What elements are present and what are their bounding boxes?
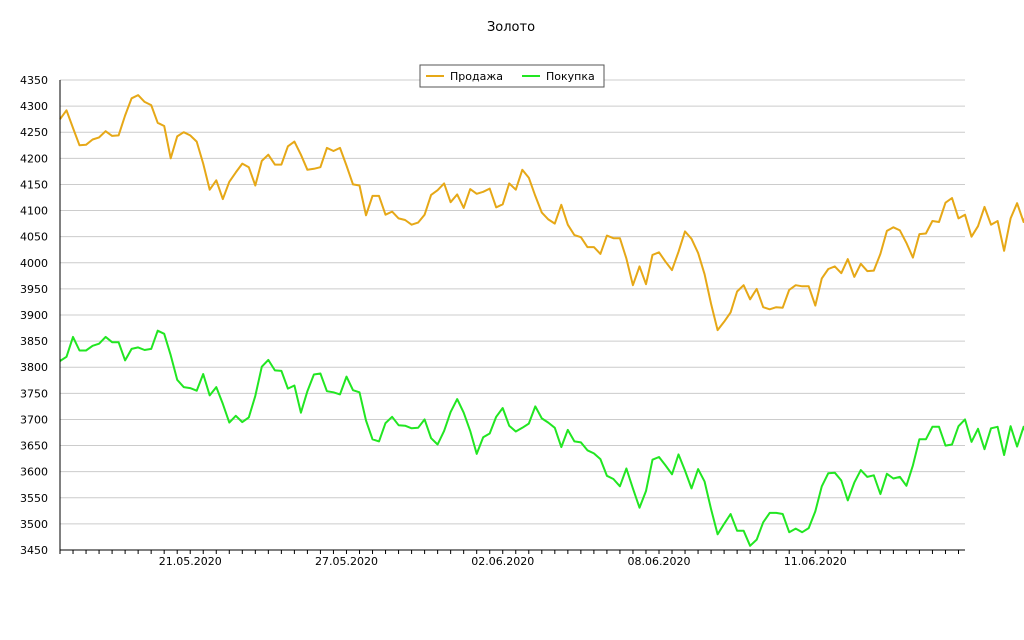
y-tick-label: 4300 (20, 100, 48, 113)
y-tick-label: 3950 (20, 283, 48, 296)
y-tick-label: 4350 (20, 74, 48, 87)
y-tick-label: 3450 (20, 544, 48, 557)
legend-label-sell: Продажа (450, 70, 503, 83)
y-axis-ticks: 3450 3500 3550 3600 3650 3700 3750 3800 3850 3900… (20, 74, 48, 557)
series-group (59, 94, 1024, 547)
x-tick-label: 21.05.2020 (159, 555, 222, 568)
y-tick-label: 3850 (20, 335, 48, 348)
y-tick-label: 3900 (20, 309, 48, 322)
y-tick-label: 4150 (20, 178, 48, 191)
x-tick-label: 11.06.2020 (784, 555, 847, 568)
legend: Продажа Покупка (419, 64, 605, 88)
y-tick-label: 4250 (20, 126, 48, 139)
x-tick-label: 08.06.2020 (628, 555, 691, 568)
y-tick-label: 3650 (20, 440, 48, 453)
y-tick-label: 4000 (20, 257, 48, 270)
y-tick-label: 4200 (20, 152, 48, 165)
y-tick-label: 3600 (20, 466, 48, 479)
y-tick-label: 3500 (20, 518, 48, 531)
y-tick-label: 4050 (20, 231, 48, 244)
legend-box (419, 64, 605, 88)
y-tick-label: 4100 (20, 205, 48, 218)
series-line-0 (59, 94, 1024, 332)
y-tick-label: 3550 (20, 492, 48, 505)
x-tick-label: 27.05.2020 (315, 555, 378, 568)
x-axis-ticks: 21.05.2020 27.05.2020 02.06.2020 08.06.2020… (59, 550, 959, 568)
legend-label-buy: Покупка (546, 70, 595, 83)
y-tick-label: 3800 (20, 361, 48, 374)
chart-title: Золото (487, 20, 535, 35)
grid-lines (60, 79, 965, 525)
x-tick-label: 02.06.2020 (471, 555, 534, 568)
y-tick-label: 3750 (20, 387, 48, 400)
y-tick-label: 3700 (20, 413, 48, 426)
series-line-1 (59, 329, 1024, 547)
